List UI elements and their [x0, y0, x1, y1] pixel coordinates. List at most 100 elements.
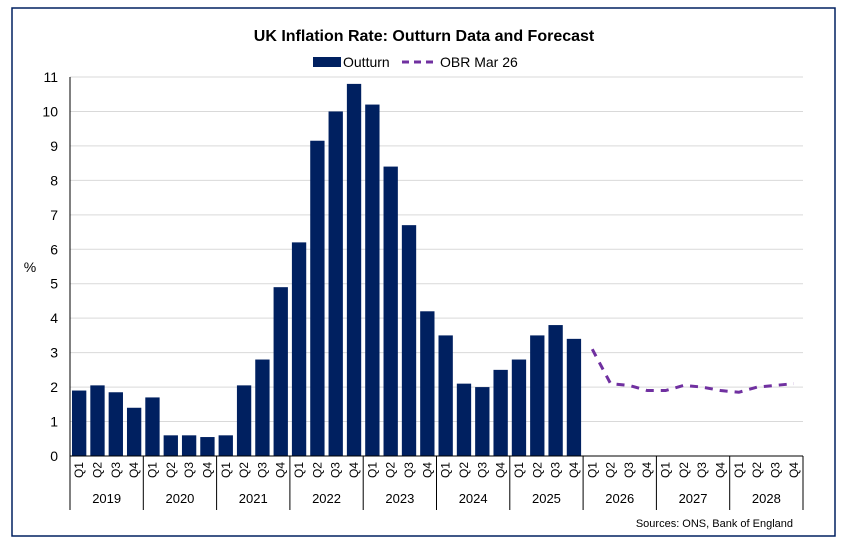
y-tick-label: 8: [50, 172, 58, 188]
x-tick-label: Q3: [109, 462, 123, 478]
x-tick-label: Q3: [402, 462, 416, 478]
bar-outturn: [218, 435, 233, 456]
x-tick-label: Q3: [695, 462, 709, 478]
bar-outturn: [475, 387, 490, 456]
bar-outturn: [72, 390, 87, 456]
x-tick-label: Q1: [72, 462, 86, 478]
y-tick-label: 0: [50, 448, 58, 464]
y-tick-label: 3: [50, 345, 58, 361]
x-tick-label: Q3: [622, 462, 636, 478]
x-tick-label: Q1: [439, 462, 453, 478]
legend-swatch-outturn: [313, 57, 341, 67]
x-tick-label: Q3: [182, 462, 196, 478]
bar-outturn: [145, 397, 160, 456]
bar-outturn: [530, 335, 545, 456]
legend-label-outturn: Outturn: [343, 54, 390, 70]
x-tick-label: Q4: [347, 462, 361, 478]
x-tick-label: Q2: [164, 462, 178, 478]
y-tick-label: 4: [50, 310, 58, 326]
x-year-label: 2028: [752, 491, 781, 506]
bar-outturn: [310, 140, 325, 456]
forecast-line: [590, 348, 794, 394]
x-tick-label: Q2: [530, 462, 544, 478]
x-year-label: 2026: [605, 491, 634, 506]
x-tick-label: Q4: [494, 462, 508, 478]
x-tick-label: Q4: [567, 462, 581, 478]
bar-outturn: [328, 111, 343, 457]
x-tick-label: Q1: [659, 462, 673, 478]
x-tick-label: Q2: [90, 462, 104, 478]
x-year-label: 2025: [532, 491, 561, 506]
bar-outturn: [273, 287, 288, 456]
x-tick-label: Q1: [585, 462, 599, 478]
x-year-label: 2024: [459, 491, 488, 506]
y-tick-label: 2: [50, 379, 58, 395]
bar-outturn: [181, 435, 197, 456]
x-year-label: 2027: [679, 491, 708, 506]
y-tick-label: 10: [42, 103, 58, 119]
x-tick-label: Q2: [384, 462, 398, 478]
y-tick-label: 6: [50, 241, 58, 257]
x-tick-label: Q2: [677, 462, 691, 478]
bar-outturn: [456, 383, 472, 456]
bar-outturn: [200, 437, 215, 456]
bar-outturn: [365, 104, 380, 457]
y-tick-label: 7: [50, 207, 58, 223]
x-tick-label: Q4: [714, 462, 728, 478]
x-tick-label: Q1: [732, 462, 746, 478]
x-tick-label: Q3: [329, 462, 343, 478]
bar-outturn: [566, 338, 582, 456]
bar-outturn: [493, 369, 508, 456]
bar-outturn: [548, 325, 563, 456]
x-tick-label: Q1: [512, 462, 526, 478]
source-note: Sources: ONS, Bank of England: [636, 518, 793, 530]
bar-outturn: [401, 225, 417, 456]
bar-outturn: [163, 435, 178, 456]
x-tick-label: Q2: [457, 462, 471, 478]
x-year-label: 2019: [92, 491, 121, 506]
x-tick-label: Q2: [310, 462, 324, 478]
bar-outturn: [126, 407, 142, 456]
y-tick-label: 11: [43, 69, 58, 85]
y-axis-label: %: [24, 259, 36, 275]
bar-outturn: [236, 385, 252, 456]
x-tick-label: Q4: [787, 462, 801, 478]
bar-outturn: [383, 166, 398, 456]
x-tick-label: Q4: [127, 462, 141, 478]
x-tick-label: Q4: [200, 462, 214, 478]
chart-title: UK Inflation Rate: Outturn Data and Fore…: [254, 28, 595, 45]
x-year-label: 2020: [165, 491, 194, 506]
x-year-label: 2023: [385, 491, 414, 506]
y-tick-label: 9: [50, 138, 58, 154]
x-tick-label: Q1: [292, 462, 306, 478]
x-tick-label: Q3: [549, 462, 563, 478]
x-tick-label: Q4: [274, 462, 288, 478]
legend: Outturn OBR Mar 26: [313, 54, 518, 70]
bar-outturn: [420, 311, 435, 456]
bar-outturn: [90, 385, 105, 456]
bar-outturn: [255, 359, 270, 456]
x-year-label: 2022: [312, 491, 341, 506]
x-tick-label: Q1: [365, 462, 379, 478]
legend-label-forecast: OBR Mar 26: [440, 54, 518, 70]
bar-outturn: [108, 392, 123, 456]
x-tick-label: Q3: [769, 462, 783, 478]
x-tick-label: Q2: [604, 462, 618, 478]
x-year-label: 2021: [239, 491, 268, 506]
bar-outturn: [291, 242, 307, 456]
y-tick-label: 5: [50, 276, 58, 292]
x-tick-label: Q4: [640, 462, 654, 478]
x-tick-label: Q3: [255, 462, 269, 478]
bar-outturn: [438, 335, 453, 456]
chart-border: [11, 7, 836, 537]
x-tick-label: Q4: [420, 462, 434, 478]
x-tick-label: Q3: [475, 462, 489, 478]
y-tick-label: 1: [50, 414, 58, 430]
x-tick-label: Q2: [750, 462, 764, 478]
bar-outturn: [511, 359, 527, 456]
x-tick-label: Q2: [237, 462, 251, 478]
x-tick-label: Q1: [219, 462, 233, 478]
bar-outturn: [346, 83, 362, 457]
